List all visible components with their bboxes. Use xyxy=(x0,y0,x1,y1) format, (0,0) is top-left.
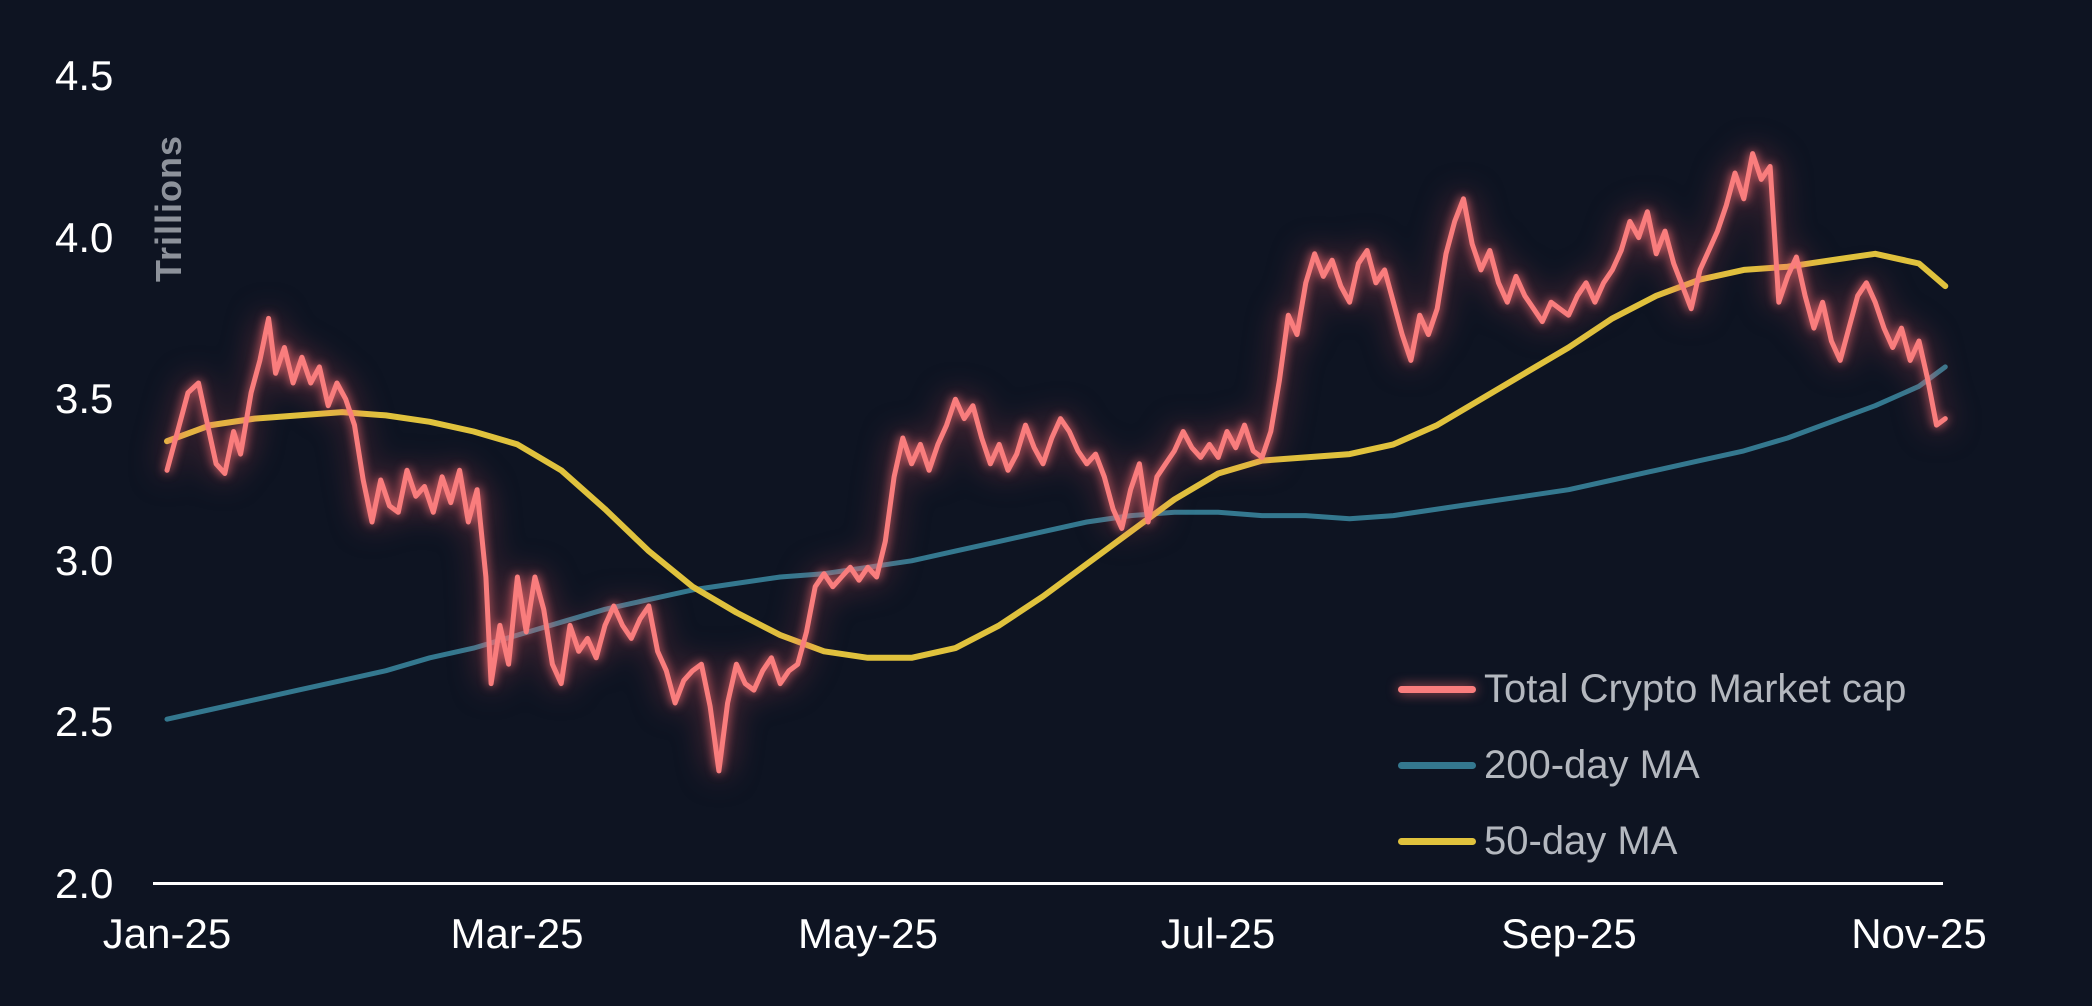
y-tick-4-5: 4.5 xyxy=(55,52,114,99)
y-tick-2-0: 2.0 xyxy=(55,860,114,907)
x-tick-jul-25: Jul-25 xyxy=(1160,910,1276,957)
x-tick-may-25: May-25 xyxy=(797,910,939,957)
legend-label-ma50: 50-day MA xyxy=(1484,819,1678,863)
ma200-line xyxy=(164,364,1948,722)
x-tick-mar-25: Mar-25 xyxy=(450,910,584,957)
legend-label-market-cap: Total Crypto Market cap xyxy=(1484,667,1907,711)
legend-item-ma50[interactable]: 50-day MA xyxy=(1398,816,1906,866)
legend-item-market-cap[interactable]: Total Crypto Market cap xyxy=(1398,664,1906,714)
x-axis-line xyxy=(153,882,1943,885)
ma200-line-swatch xyxy=(1398,761,1476,769)
ma50-line-swatch xyxy=(1398,837,1476,845)
x-tick-jan-25: Jan-25 xyxy=(102,910,232,957)
y-tick-3-0: 3.0 xyxy=(55,537,114,584)
legend-item-ma200[interactable]: 200-day MA xyxy=(1398,740,1906,790)
x-tick-sep-25: Sep-25 xyxy=(1501,910,1637,957)
legend-label-ma200: 200-day MA xyxy=(1484,743,1700,787)
legend: Total Crypto Market cap 200-day MA 50-da… xyxy=(1398,664,1906,866)
ma50-line xyxy=(164,250,1949,661)
y-tick-4-0: 4.0 xyxy=(55,214,114,261)
y-tick-3-5: 3.5 xyxy=(55,375,114,422)
market-cap-line xyxy=(164,151,1948,774)
y-tick-2-5: 2.5 xyxy=(55,698,114,745)
market-cap-line-swatch xyxy=(1398,685,1476,693)
x-tick-nov-25: Nov-25 xyxy=(1851,910,1987,957)
